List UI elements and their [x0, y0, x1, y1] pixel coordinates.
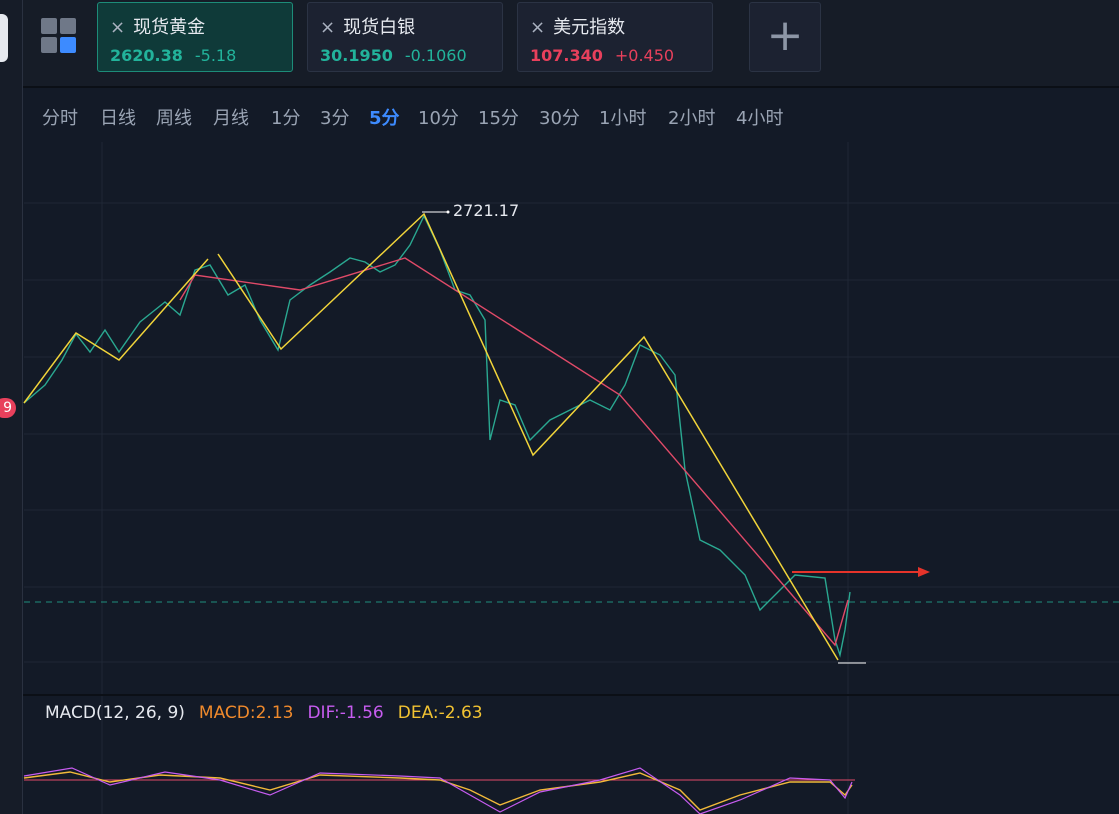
macd-legend: MACD(12, 26, 9) MACD:2.13 DIF:-1.56 DEA:-2.…	[45, 703, 497, 723]
period-button[interactable]: 10分	[418, 108, 459, 129]
instrument-name: 现货黄金	[133, 17, 206, 38]
tab-title: × 美元指数	[530, 13, 625, 39]
period-button[interactable]: 1小时	[599, 108, 647, 129]
price-badge: 9	[0, 398, 16, 418]
period-button[interactable]: 2小时	[668, 108, 716, 129]
period-button[interactable]: 月线	[213, 108, 249, 129]
period-button[interactable]: 30分	[539, 108, 580, 129]
dif-value: DIF:-1.56	[307, 703, 384, 723]
period-button[interactable]: 周线	[156, 108, 192, 129]
instrument-tab[interactable]: × 美元指数 107.340 +0.450	[517, 2, 713, 72]
macd-title: MACD(12, 26, 9)	[45, 703, 185, 723]
period-button[interactable]: 分时	[42, 108, 78, 129]
period-button[interactable]: 日线	[100, 108, 136, 129]
tab-bar: × 现货黄金 2620.38 -5.18 × 现货白银 30.1950 -0.1060 × 美元指…	[23, 0, 1119, 88]
close-icon[interactable]: ×	[320, 17, 336, 38]
period-button[interactable]: 1分	[271, 108, 301, 129]
price-row: 107.340 +0.450	[530, 46, 674, 65]
side-icon	[0, 14, 8, 62]
tab-title: × 现货白银	[320, 13, 415, 39]
instrument-tab[interactable]: × 现货白银 30.1950 -0.1060	[307, 2, 503, 72]
add-tab[interactable]: +	[749, 2, 821, 72]
price-row: 30.1950 -0.1060	[320, 46, 467, 65]
instrument-tab[interactable]: × 现货黄金 2620.38 -5.18	[97, 2, 293, 72]
tab-title: × 现货黄金	[110, 13, 205, 39]
change: -5.18	[194, 46, 237, 65]
instrument-name: 美元指数	[553, 17, 626, 38]
period-bar: 分时 日线 周线 月线 1分 3分 5分 10分 15分 30分 1小时 2小时 4小时	[23, 88, 1119, 140]
period-button[interactable]: 15分	[478, 108, 519, 129]
grid-icon[interactable]	[41, 18, 81, 58]
price: 107.340	[530, 46, 603, 65]
change: -0.1060	[404, 46, 467, 65]
price: 30.1950	[320, 46, 393, 65]
period-button[interactable]: 4小时	[736, 108, 784, 129]
price: 2620.38	[110, 46, 183, 65]
period-button[interactable]: 5分	[369, 108, 400, 129]
macd-value: MACD:2.13	[198, 703, 294, 723]
instrument-name: 现货白银	[343, 17, 416, 38]
close-icon[interactable]: ×	[110, 17, 126, 38]
close-icon[interactable]: ×	[530, 17, 546, 38]
period-button[interactable]: 3分	[320, 108, 350, 129]
high-label: 2721.17	[453, 201, 519, 220]
dea-value: DEA:-2.63	[397, 703, 483, 723]
price-row: 2620.38 -5.18	[110, 46, 236, 65]
change: +0.450	[614, 46, 675, 65]
